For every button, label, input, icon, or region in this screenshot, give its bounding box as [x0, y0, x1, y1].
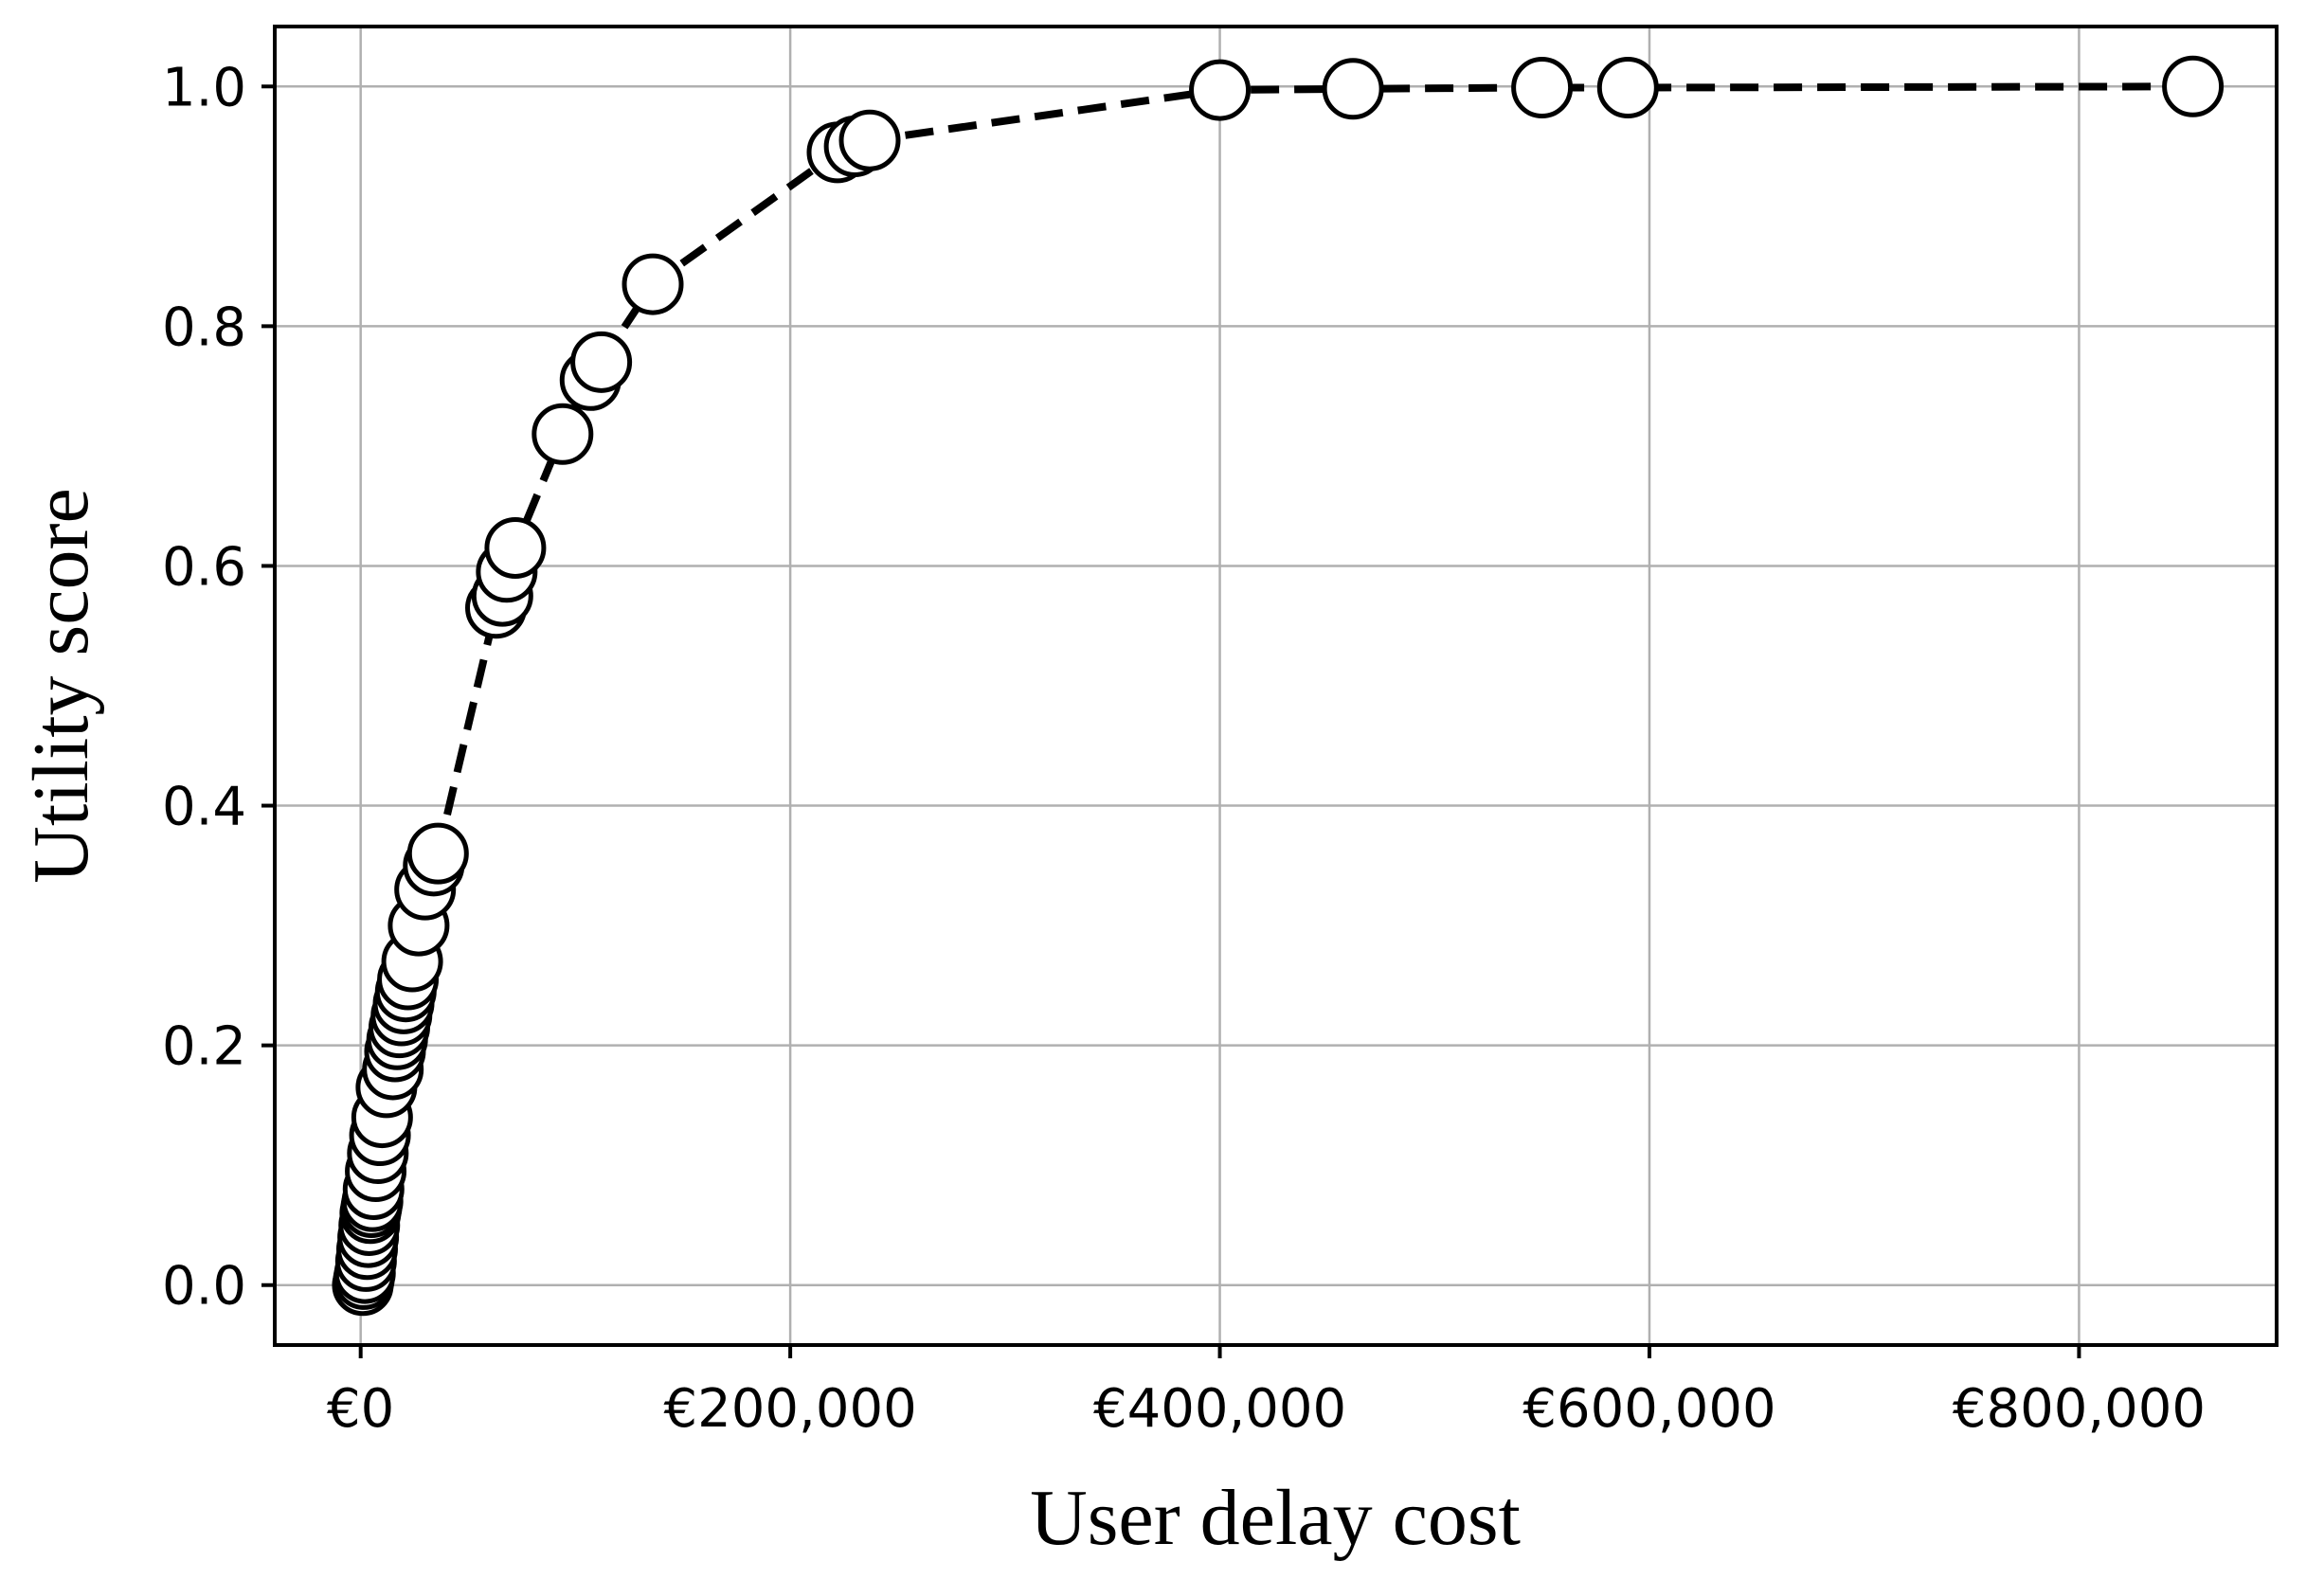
x-tick-label: €400,000 — [1093, 1378, 1346, 1440]
series-line-layer — [359, 82, 2193, 1286]
x-tick-label: €600,000 — [1522, 1378, 1775, 1440]
axis-ticks: €0 €200,000 €400,000 €600,000 €800,000 0.0 0.2… — [162, 57, 2206, 1440]
data-point — [1322, 58, 1384, 120]
y-tick-label: 0.8 — [162, 296, 246, 358]
series-line — [359, 82, 2193, 1286]
data-points — [332, 55, 2225, 1317]
y-axis-label: Utility score — [17, 488, 105, 884]
y-tick-label: 0.2 — [162, 1016, 246, 1078]
x-tick-label: €0 — [327, 1378, 394, 1440]
data-point — [406, 822, 469, 885]
x-axis-label: User delay cost — [1030, 1474, 1521, 1562]
y-tick-label: 0.0 — [162, 1256, 246, 1318]
data-point — [838, 109, 901, 171]
data-point — [570, 331, 633, 393]
x-tick-label: €800,000 — [1953, 1378, 2206, 1440]
data-point — [531, 403, 594, 465]
y-tick-label: 0.4 — [162, 777, 246, 838]
data-point — [622, 253, 684, 315]
grid — [275, 27, 2277, 1345]
data-point — [484, 516, 547, 579]
x-tick-label: €200,000 — [664, 1378, 917, 1440]
data-point — [2162, 55, 2225, 117]
data-point — [1189, 59, 1252, 121]
data-point — [1511, 57, 1574, 119]
y-tick-label: 1.0 — [162, 57, 246, 118]
plot-frame — [273, 25, 2279, 1347]
data-point — [1596, 57, 1659, 119]
y-tick-label: 0.6 — [162, 536, 246, 598]
